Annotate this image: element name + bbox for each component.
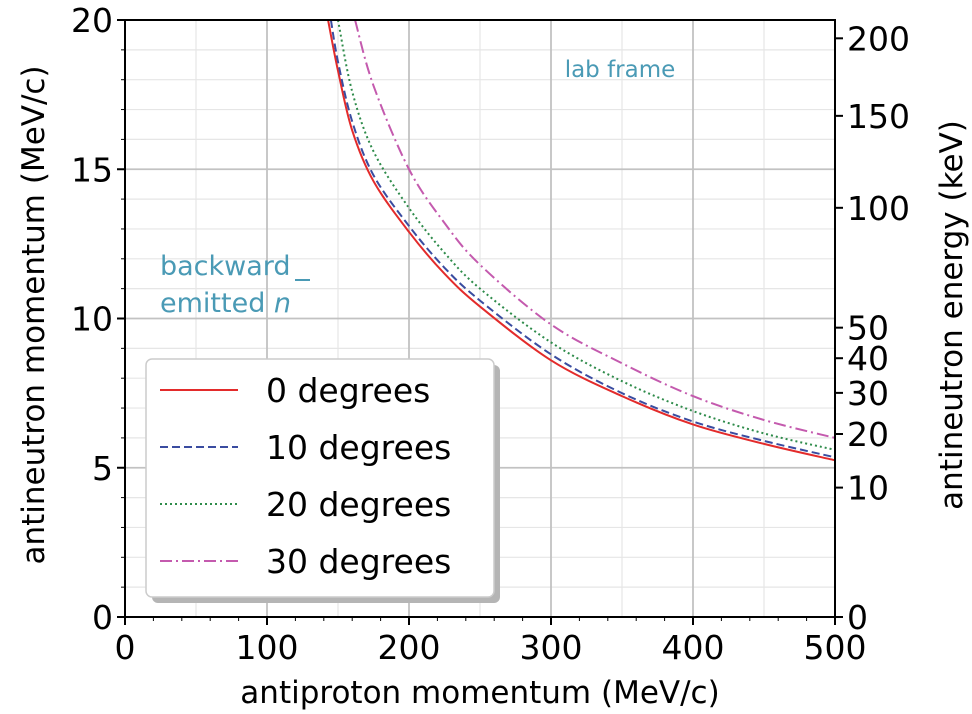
right-tick-label: 50 — [847, 309, 889, 348]
x-tick-label: 200 — [378, 628, 441, 667]
x-axis-label: antiproton momentum (MeV/c) — [240, 675, 719, 711]
right-tick-label: 10 — [847, 469, 889, 508]
y-tick-label: 15 — [71, 150, 113, 189]
y-axis-label: antineutron momentum (MeV/c) — [16, 65, 52, 564]
y-tick-label: 0 — [92, 598, 113, 637]
series-line-20-degrees — [337, 19, 836, 451]
x-tick-label: 0 — [115, 628, 136, 667]
legend-items: 0 degrees 10 degrees 20 degrees 30 degrees — [160, 371, 451, 581]
legend-label: 30 degrees — [266, 542, 451, 581]
right-tick-label: 40 — [847, 339, 889, 378]
series-line-10-degrees — [329, 19, 836, 459]
right-tick-label: 30 — [847, 374, 889, 413]
series-layer — [327, 19, 836, 462]
right-tick-label: 100 — [847, 189, 910, 228]
legend-label: 0 degrees — [266, 371, 430, 410]
right-axis-label: antineutron energy (keV) — [934, 120, 970, 510]
legend-label: 10 degrees — [266, 428, 451, 467]
series-line-0-degrees — [327, 19, 836, 462]
antineutron-symbol: n — [274, 288, 291, 319]
y-tick-label: 20 — [71, 1, 113, 40]
lab-frame-annotation: lab frame — [565, 57, 676, 83]
right-tick-label: 0 — [847, 598, 868, 637]
emitted-word: emitted — [160, 288, 274, 319]
ticks-layer: 0 100 200 300 400 500051015200102030405010015… — [71, 1, 910, 667]
y-tick-label: 10 — [71, 300, 113, 339]
legend-box — [145, 358, 495, 598]
legend: 0 degrees 10 degrees 20 degrees 30 degrees — [145, 358, 500, 603]
x-tick-label: 400 — [662, 628, 725, 667]
legend-label: 20 degrees — [266, 485, 451, 524]
right-tick-label: 20 — [847, 415, 889, 454]
y-tick-label: 5 — [92, 449, 113, 488]
x-tick-label: 300 — [520, 628, 583, 667]
right-tick-label: 150 — [847, 97, 910, 136]
x-tick-label: 100 — [236, 628, 299, 667]
right-tick-label: 200 — [847, 19, 910, 58]
x-tick-label: 500 — [804, 628, 867, 667]
series-line-30-degrees — [354, 19, 836, 439]
emitted-annotation: emitted n — [160, 288, 291, 319]
backward-annotation: backward — [160, 251, 291, 282]
